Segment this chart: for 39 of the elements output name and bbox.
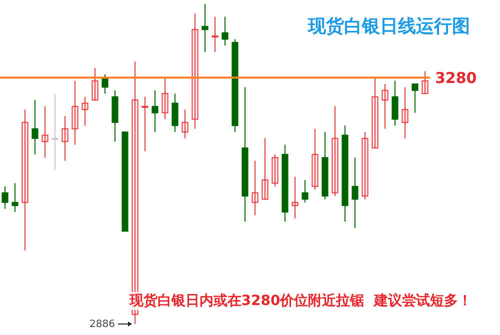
candlestick	[312, 128, 318, 190]
candlestick	[352, 157, 358, 228]
text: 现货白银日线运行图	[308, 15, 470, 38]
candlestick	[382, 84, 388, 130]
candlestick	[192, 13, 198, 130]
annotation: 现货白银日内或在3280价位附近拉锯 建议尝试短多！	[129, 292, 472, 310]
text: 3280	[435, 68, 477, 87]
candlestick	[402, 86, 408, 139]
candlestick	[252, 160, 258, 216]
candlestick	[262, 138, 268, 200]
candlestick	[332, 106, 338, 196]
candlestick	[222, 16, 228, 46]
candlestick	[412, 84, 418, 114]
candlestick	[32, 100, 38, 155]
candlestick	[372, 77, 378, 148]
candlestick	[2, 186, 8, 210]
candlestick	[392, 80, 398, 126]
candlestick	[42, 106, 48, 158]
candlestick	[172, 93, 178, 132]
candlestick	[52, 93, 58, 171]
candlestick	[62, 116, 68, 162]
candlestick	[272, 154, 278, 187]
candlestick	[142, 96, 148, 152]
candlestick	[102, 74, 108, 94]
candlestick	[82, 96, 88, 126]
candlestick	[362, 132, 368, 200]
candlestick	[152, 90, 158, 132]
candlestick	[202, 4, 208, 52]
candlestick	[292, 176, 298, 219]
candlestick	[22, 109, 28, 251]
candlestick	[212, 16, 218, 52]
annotation: 2886	[90, 319, 115, 330]
candlestick	[12, 182, 18, 212]
candlestick	[422, 70, 428, 94]
candlestick	[302, 180, 308, 203]
candlestick	[92, 68, 98, 100]
candlestick	[72, 80, 78, 146]
candlestick	[162, 77, 168, 120]
candlestick	[182, 109, 188, 139]
